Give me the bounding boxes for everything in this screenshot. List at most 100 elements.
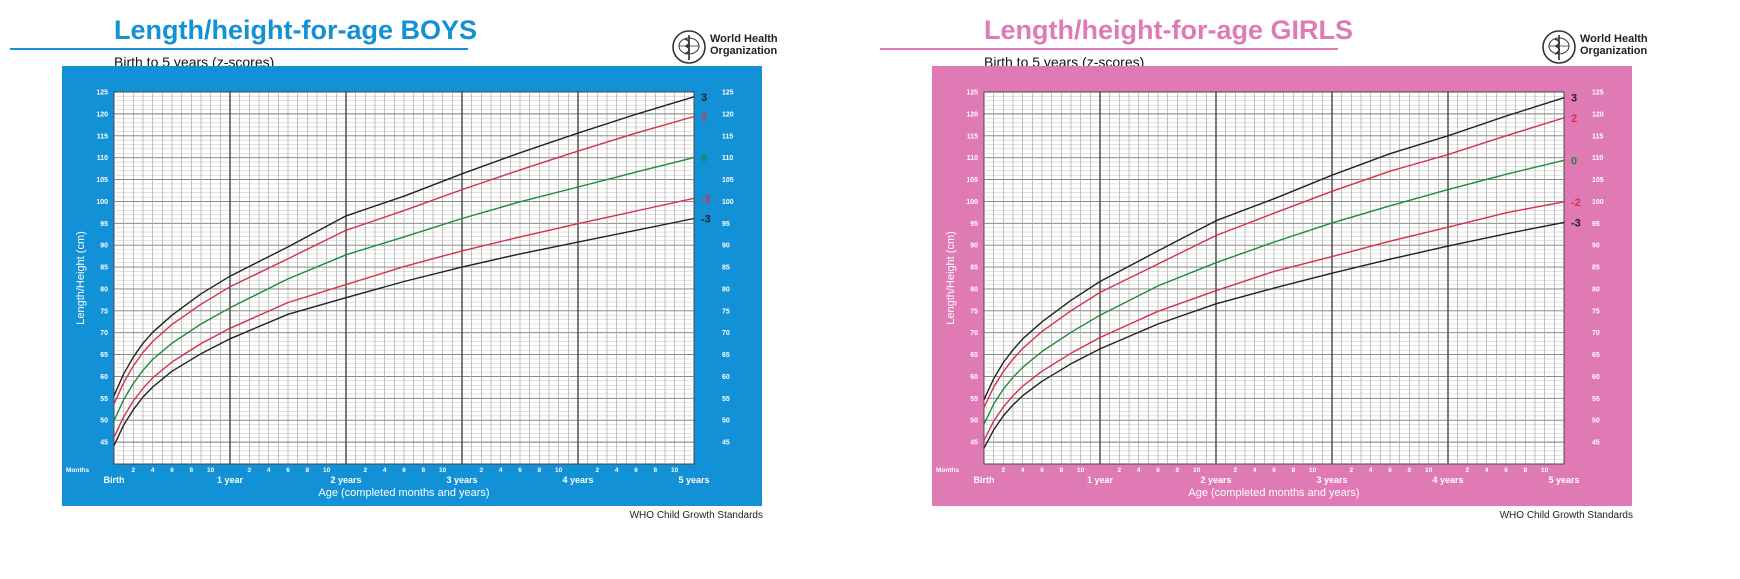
y-tick-label-left: 55 [970, 396, 978, 403]
y-tick-label-right: 65 [1592, 352, 1600, 359]
y-tick-label-left: 125 [966, 90, 978, 97]
z-score-curve-3 [983, 97, 1565, 400]
panel-title: Length/height-for-age GIRLS [984, 15, 1353, 45]
y-tick-label-left: 50 [100, 418, 108, 425]
month-tick-label: 4 [1137, 467, 1141, 474]
year-tick-label: Birth [104, 475, 125, 485]
y-tick-label-right: 85 [1592, 265, 1600, 272]
y-tick-label-right: 55 [1592, 396, 1600, 403]
month-tick-label: 8 [1524, 467, 1528, 474]
y-axis-title: Length/Height (cm) [945, 231, 957, 325]
title-rule [10, 48, 468, 50]
month-tick-label: 2 [132, 467, 136, 474]
who-logo-line-1: World Health [710, 33, 778, 45]
month-tick-label: 10 [323, 467, 331, 474]
z-score-label--3: -3 [701, 213, 711, 225]
z-score-curve-2 [983, 117, 1565, 408]
who-logo-icon [672, 30, 706, 64]
y-tick-label-left: 70 [100, 330, 108, 337]
z-score-label-2: 2 [1571, 113, 1577, 125]
year-tick-label: 2 years [330, 475, 361, 485]
y-tick-label-left: 110 [967, 155, 978, 162]
month-tick-label: 2 [1118, 467, 1122, 474]
y-axis-title: Length/Height (cm) [75, 231, 87, 325]
year-tick-label: 1 year [217, 475, 244, 485]
y-tick-label-right: 70 [722, 330, 730, 337]
month-tick-label: 6 [286, 467, 290, 474]
year-tick-label: 3 years [446, 475, 477, 485]
footer-source: WHO Child Growth Standards [629, 510, 763, 521]
month-tick-label: 8 [422, 467, 426, 474]
y-tick-label-right: 50 [722, 418, 730, 425]
month-tick-label: 6 [1504, 467, 1508, 474]
month-tick-label: 10 [1309, 467, 1317, 474]
month-tick-label: 8 [1408, 467, 1412, 474]
month-tick-label: 4 [383, 467, 387, 474]
month-tick-label: 4 [499, 467, 503, 474]
y-tick-label-right: 90 [1592, 243, 1600, 250]
y-tick-label-right: 125 [1592, 90, 1604, 97]
y-tick-label-left: 60 [100, 374, 108, 381]
z-score-curve--2 [983, 201, 1565, 441]
y-tick-label-right: 45 [722, 440, 730, 447]
month-tick-label: 10 [671, 467, 679, 474]
y-tick-label-right: 60 [1592, 374, 1600, 381]
z-score-label-3: 3 [1571, 93, 1577, 105]
y-tick-label-right: 55 [722, 396, 730, 403]
z-score-curve-3 [113, 96, 695, 396]
y-tick-label-left: 115 [97, 133, 108, 140]
y-tick-label-left: 75 [970, 308, 978, 315]
y-tick-label-right: 95 [722, 221, 730, 228]
y-tick-label-right: 115 [1592, 133, 1603, 140]
month-tick-label: 8 [1292, 467, 1296, 474]
y-tick-label-right: 90 [722, 243, 730, 250]
who-logo-line-1: World Health [1580, 33, 1648, 45]
month-tick-label: 2 [1350, 467, 1354, 474]
z-score-label-0: 0 [701, 153, 707, 165]
month-tick-label: 2 [596, 467, 600, 474]
y-tick-label-left: 95 [100, 221, 108, 228]
z-score-curve--3 [113, 217, 695, 446]
y-tick-label-left: 50 [970, 418, 978, 425]
y-tick-label-left: 85 [970, 265, 978, 272]
month-tick-label: 10 [1193, 467, 1201, 474]
z-score-curve-2 [113, 115, 695, 405]
month-tick-label: 4 [1369, 467, 1373, 474]
month-tick-label: 2 [480, 467, 484, 474]
who-logo-line-2: Organization [710, 45, 778, 57]
month-tick-label: 6 [634, 467, 638, 474]
month-tick-label: 4 [615, 467, 619, 474]
y-tick-label-right: 100 [722, 199, 734, 206]
logo-ring [1542, 30, 1576, 64]
y-tick-label-right: 65 [722, 352, 730, 359]
y-tick-label-left: 45 [100, 440, 108, 447]
z-score-label--2: -2 [1571, 197, 1581, 209]
y-tick-label-left: 80 [970, 286, 978, 293]
y-tick-label-left: 45 [970, 440, 978, 447]
x-axis-title: Age (completed months and years) [318, 487, 489, 499]
girls-panel: Length/height-for-age GIRLS Birth to 5 y… [880, 8, 1738, 574]
month-tick-label: 6 [170, 467, 174, 474]
month-tick-label: 4 [1485, 467, 1489, 474]
y-tick-label-right: 95 [1592, 221, 1600, 228]
year-tick-label: 3 years [1316, 475, 1347, 485]
month-tick-label: 10 [439, 467, 447, 474]
who-logo-line-2: Organization [1580, 45, 1648, 57]
x-axis-title: Age (completed months and years) [1188, 487, 1359, 499]
z-score-label--2: -2 [701, 193, 711, 205]
y-tick-label-left: 110 [97, 155, 108, 162]
who-logo-text: World Health Organization [710, 33, 778, 57]
y-tick-label-right: 85 [722, 265, 730, 272]
month-tick-label: 8 [1176, 467, 1180, 474]
chart-frame: 45 45 50 50 55 55 60 60 65 65 70 70 75 75 80 80 85 85 90 90… [932, 66, 1632, 506]
y-tick-label-right: 80 [1592, 286, 1600, 293]
month-tick-label: 2 [248, 467, 252, 474]
month-tick-label: 4 [151, 467, 155, 474]
year-tick-label: 5 years [678, 475, 709, 485]
logo-ring [672, 30, 706, 64]
month-tick-label: 2 [1466, 467, 1470, 474]
month-tick-label: 10 [555, 467, 563, 474]
y-tick-label-left: 105 [96, 177, 108, 184]
year-tick-label: 5 years [1548, 475, 1579, 485]
